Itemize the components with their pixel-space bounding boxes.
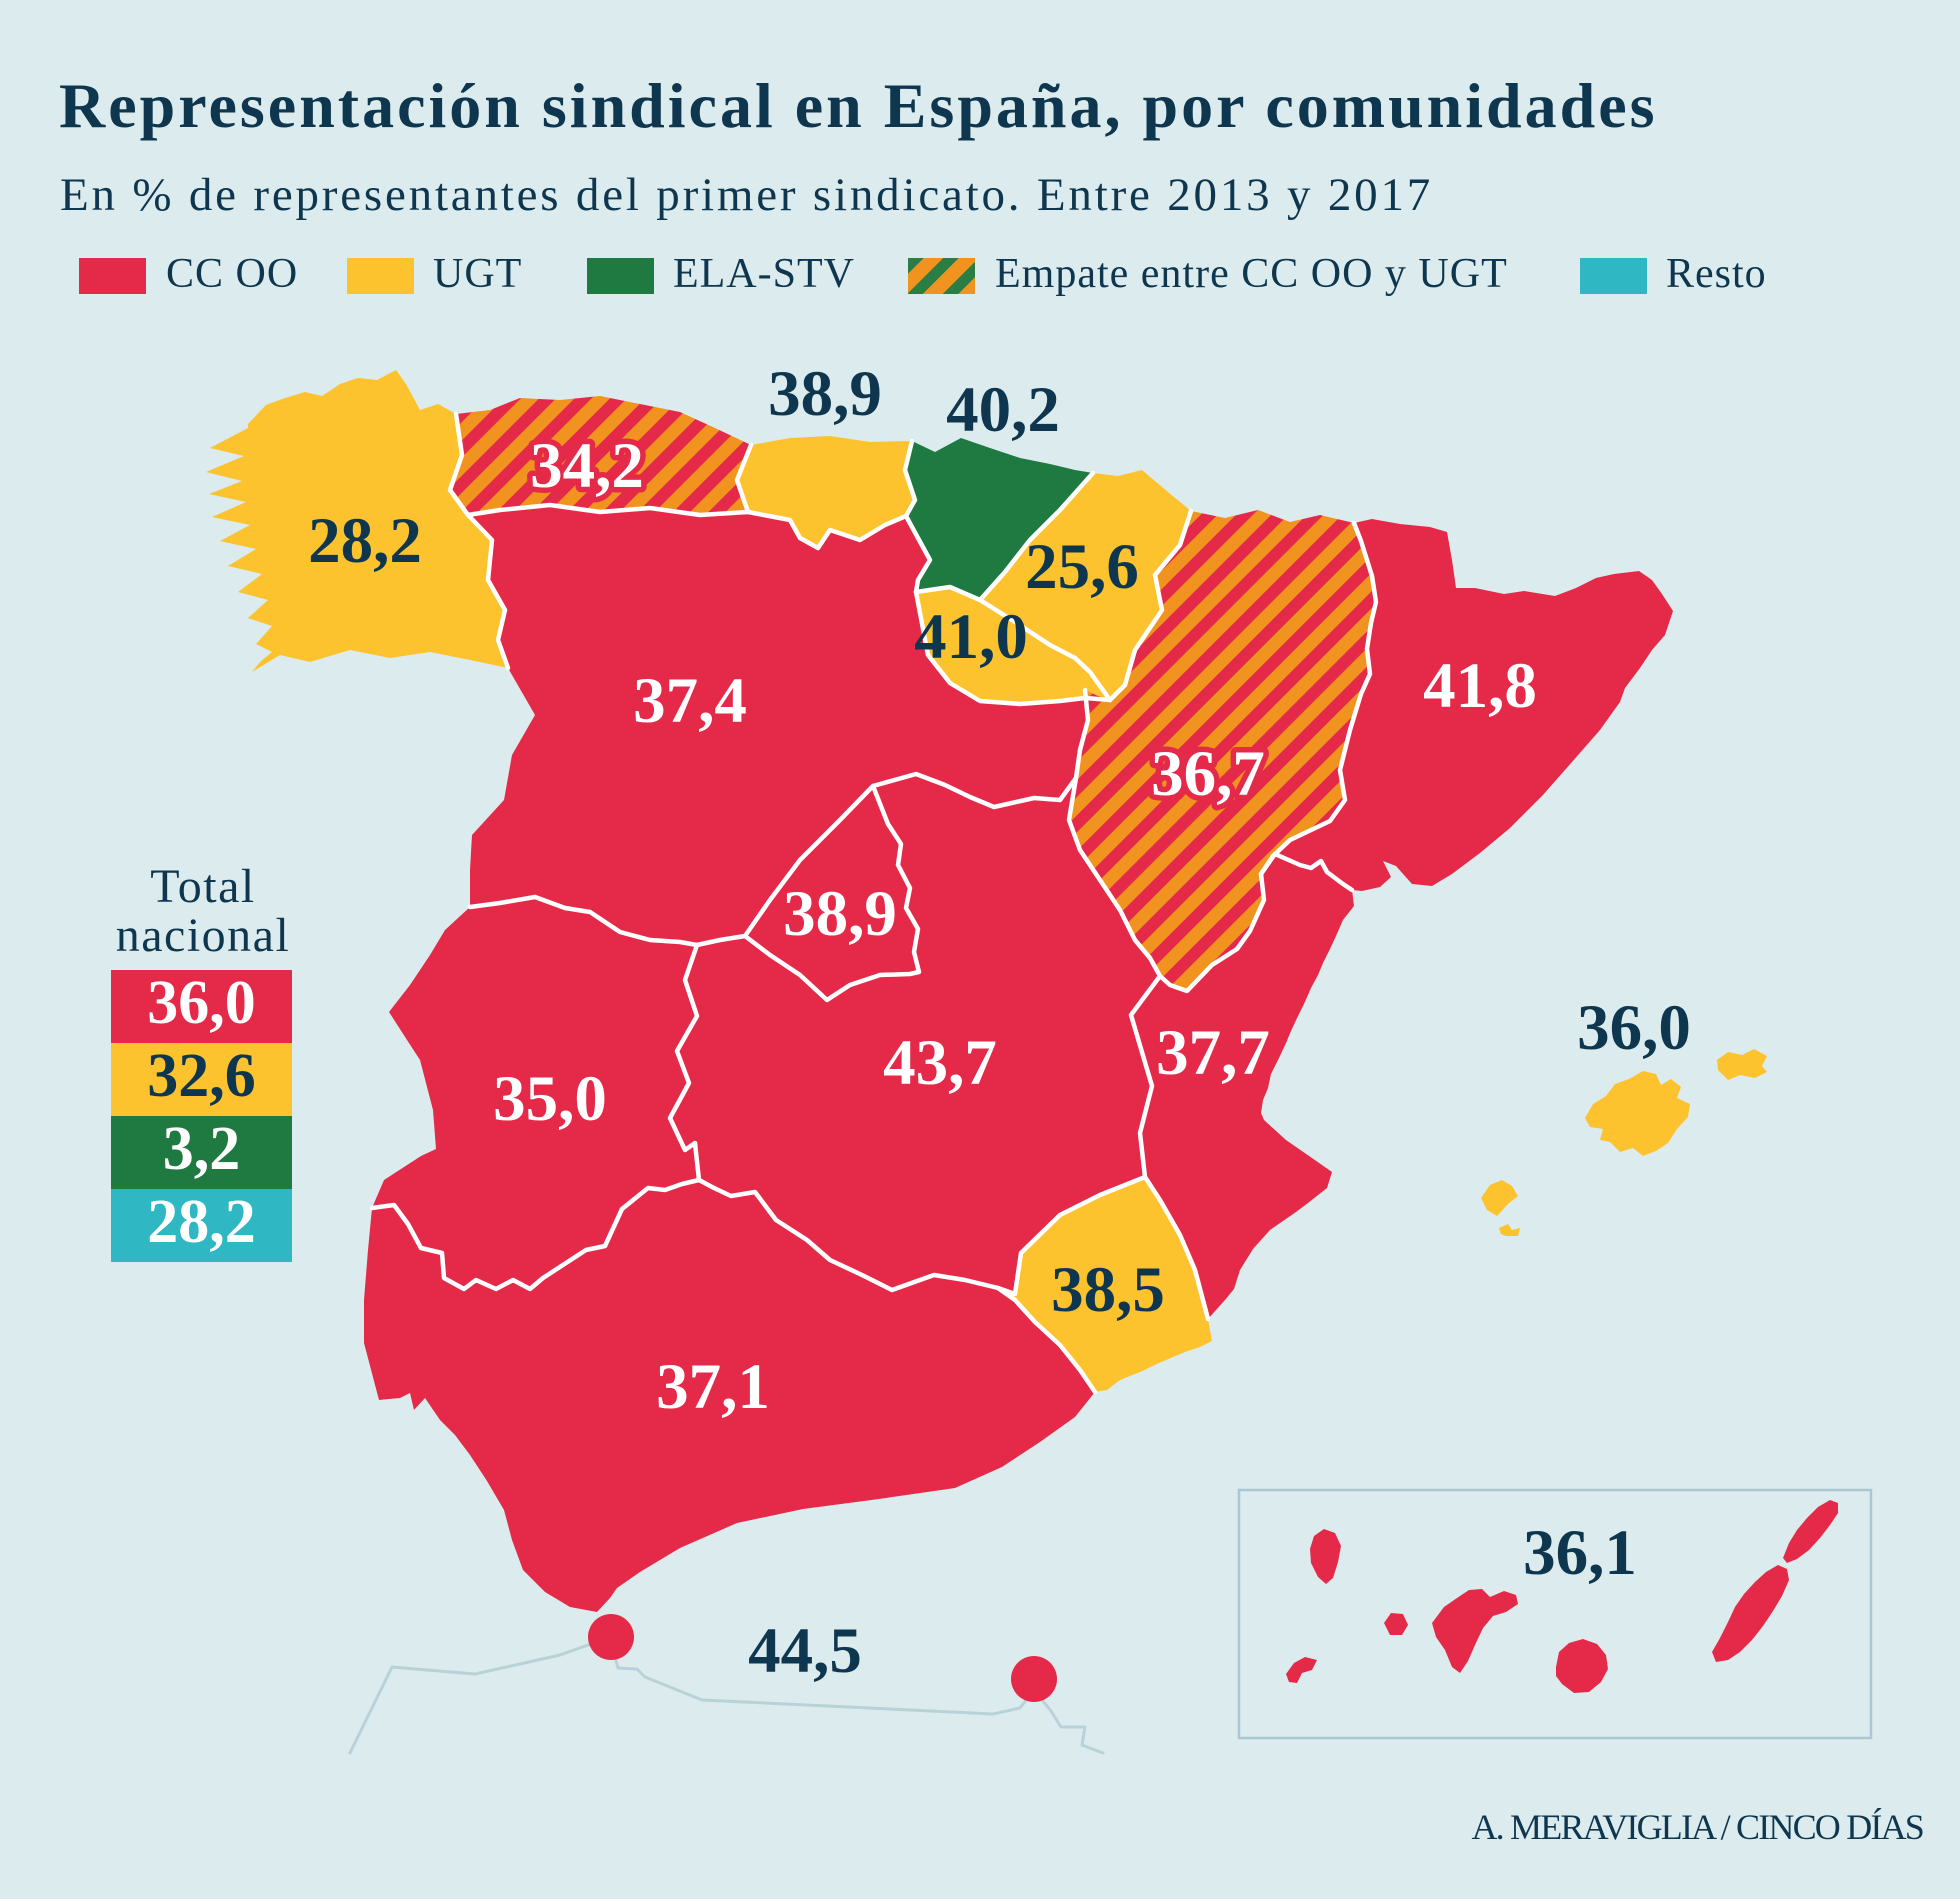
svg-text:34,2: 34,2 bbox=[530, 430, 644, 502]
svg-text:37,7: 37,7 bbox=[1156, 1017, 1270, 1089]
svg-text:36,0: 36,0 bbox=[1577, 992, 1691, 1064]
svg-text:38,5: 38,5 bbox=[1051, 1254, 1165, 1326]
svg-text:40,2: 40,2 bbox=[946, 374, 1060, 446]
svg-text:43,7: 43,7 bbox=[883, 1027, 997, 1099]
svg-text:37,4: 37,4 bbox=[633, 665, 747, 737]
svg-text:35,0: 35,0 bbox=[493, 1063, 607, 1135]
svg-text:28,2: 28,2 bbox=[308, 505, 422, 577]
svg-text:41,8: 41,8 bbox=[1423, 650, 1537, 722]
svg-text:36,7: 36,7 bbox=[1151, 738, 1265, 810]
svg-text:25,6: 25,6 bbox=[1025, 531, 1139, 603]
svg-text:38,9: 38,9 bbox=[783, 878, 897, 950]
svg-text:37,1: 37,1 bbox=[656, 1351, 770, 1423]
svg-text:36,1: 36,1 bbox=[1523, 1517, 1637, 1589]
svg-text:41,0: 41,0 bbox=[914, 601, 1028, 673]
svg-text:44,5: 44,5 bbox=[748, 1615, 862, 1687]
svg-text:38,9: 38,9 bbox=[768, 358, 882, 430]
